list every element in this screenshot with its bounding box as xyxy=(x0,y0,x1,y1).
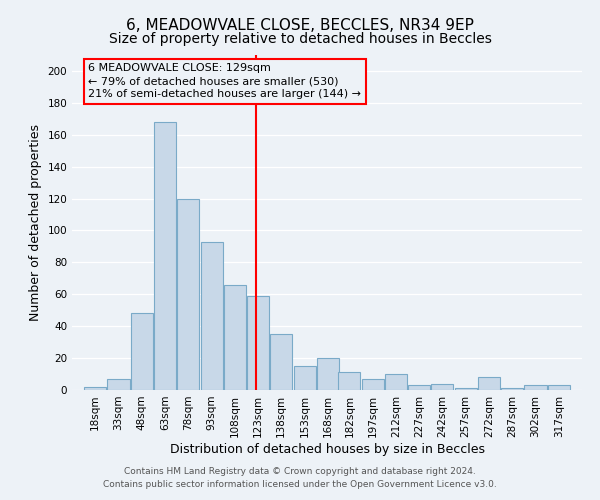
Bar xyxy=(385,374,407,390)
Bar xyxy=(524,385,547,390)
Bar xyxy=(107,379,130,390)
Bar xyxy=(362,379,384,390)
Bar xyxy=(501,388,523,390)
Bar xyxy=(84,387,106,390)
Bar xyxy=(293,366,316,390)
Bar xyxy=(478,377,500,390)
X-axis label: Distribution of detached houses by size in Beccles: Distribution of detached houses by size … xyxy=(170,442,485,456)
Bar xyxy=(154,122,176,390)
Bar xyxy=(431,384,454,390)
Bar xyxy=(177,198,199,390)
Bar xyxy=(247,296,269,390)
Bar xyxy=(224,284,246,390)
Bar xyxy=(131,314,153,390)
Bar xyxy=(200,242,223,390)
Bar xyxy=(270,334,292,390)
Bar xyxy=(548,385,570,390)
Text: Contains HM Land Registry data © Crown copyright and database right 2024.
Contai: Contains HM Land Registry data © Crown c… xyxy=(103,468,497,489)
Text: 6, MEADOWVALE CLOSE, BECCLES, NR34 9EP: 6, MEADOWVALE CLOSE, BECCLES, NR34 9EP xyxy=(126,18,474,32)
Bar xyxy=(455,388,477,390)
Text: Size of property relative to detached houses in Beccles: Size of property relative to detached ho… xyxy=(109,32,491,46)
Bar xyxy=(408,385,430,390)
Text: 6 MEADOWVALE CLOSE: 129sqm
← 79% of detached houses are smaller (530)
21% of sem: 6 MEADOWVALE CLOSE: 129sqm ← 79% of deta… xyxy=(88,63,361,100)
Bar xyxy=(338,372,361,390)
Y-axis label: Number of detached properties: Number of detached properties xyxy=(29,124,42,321)
Bar xyxy=(317,358,339,390)
